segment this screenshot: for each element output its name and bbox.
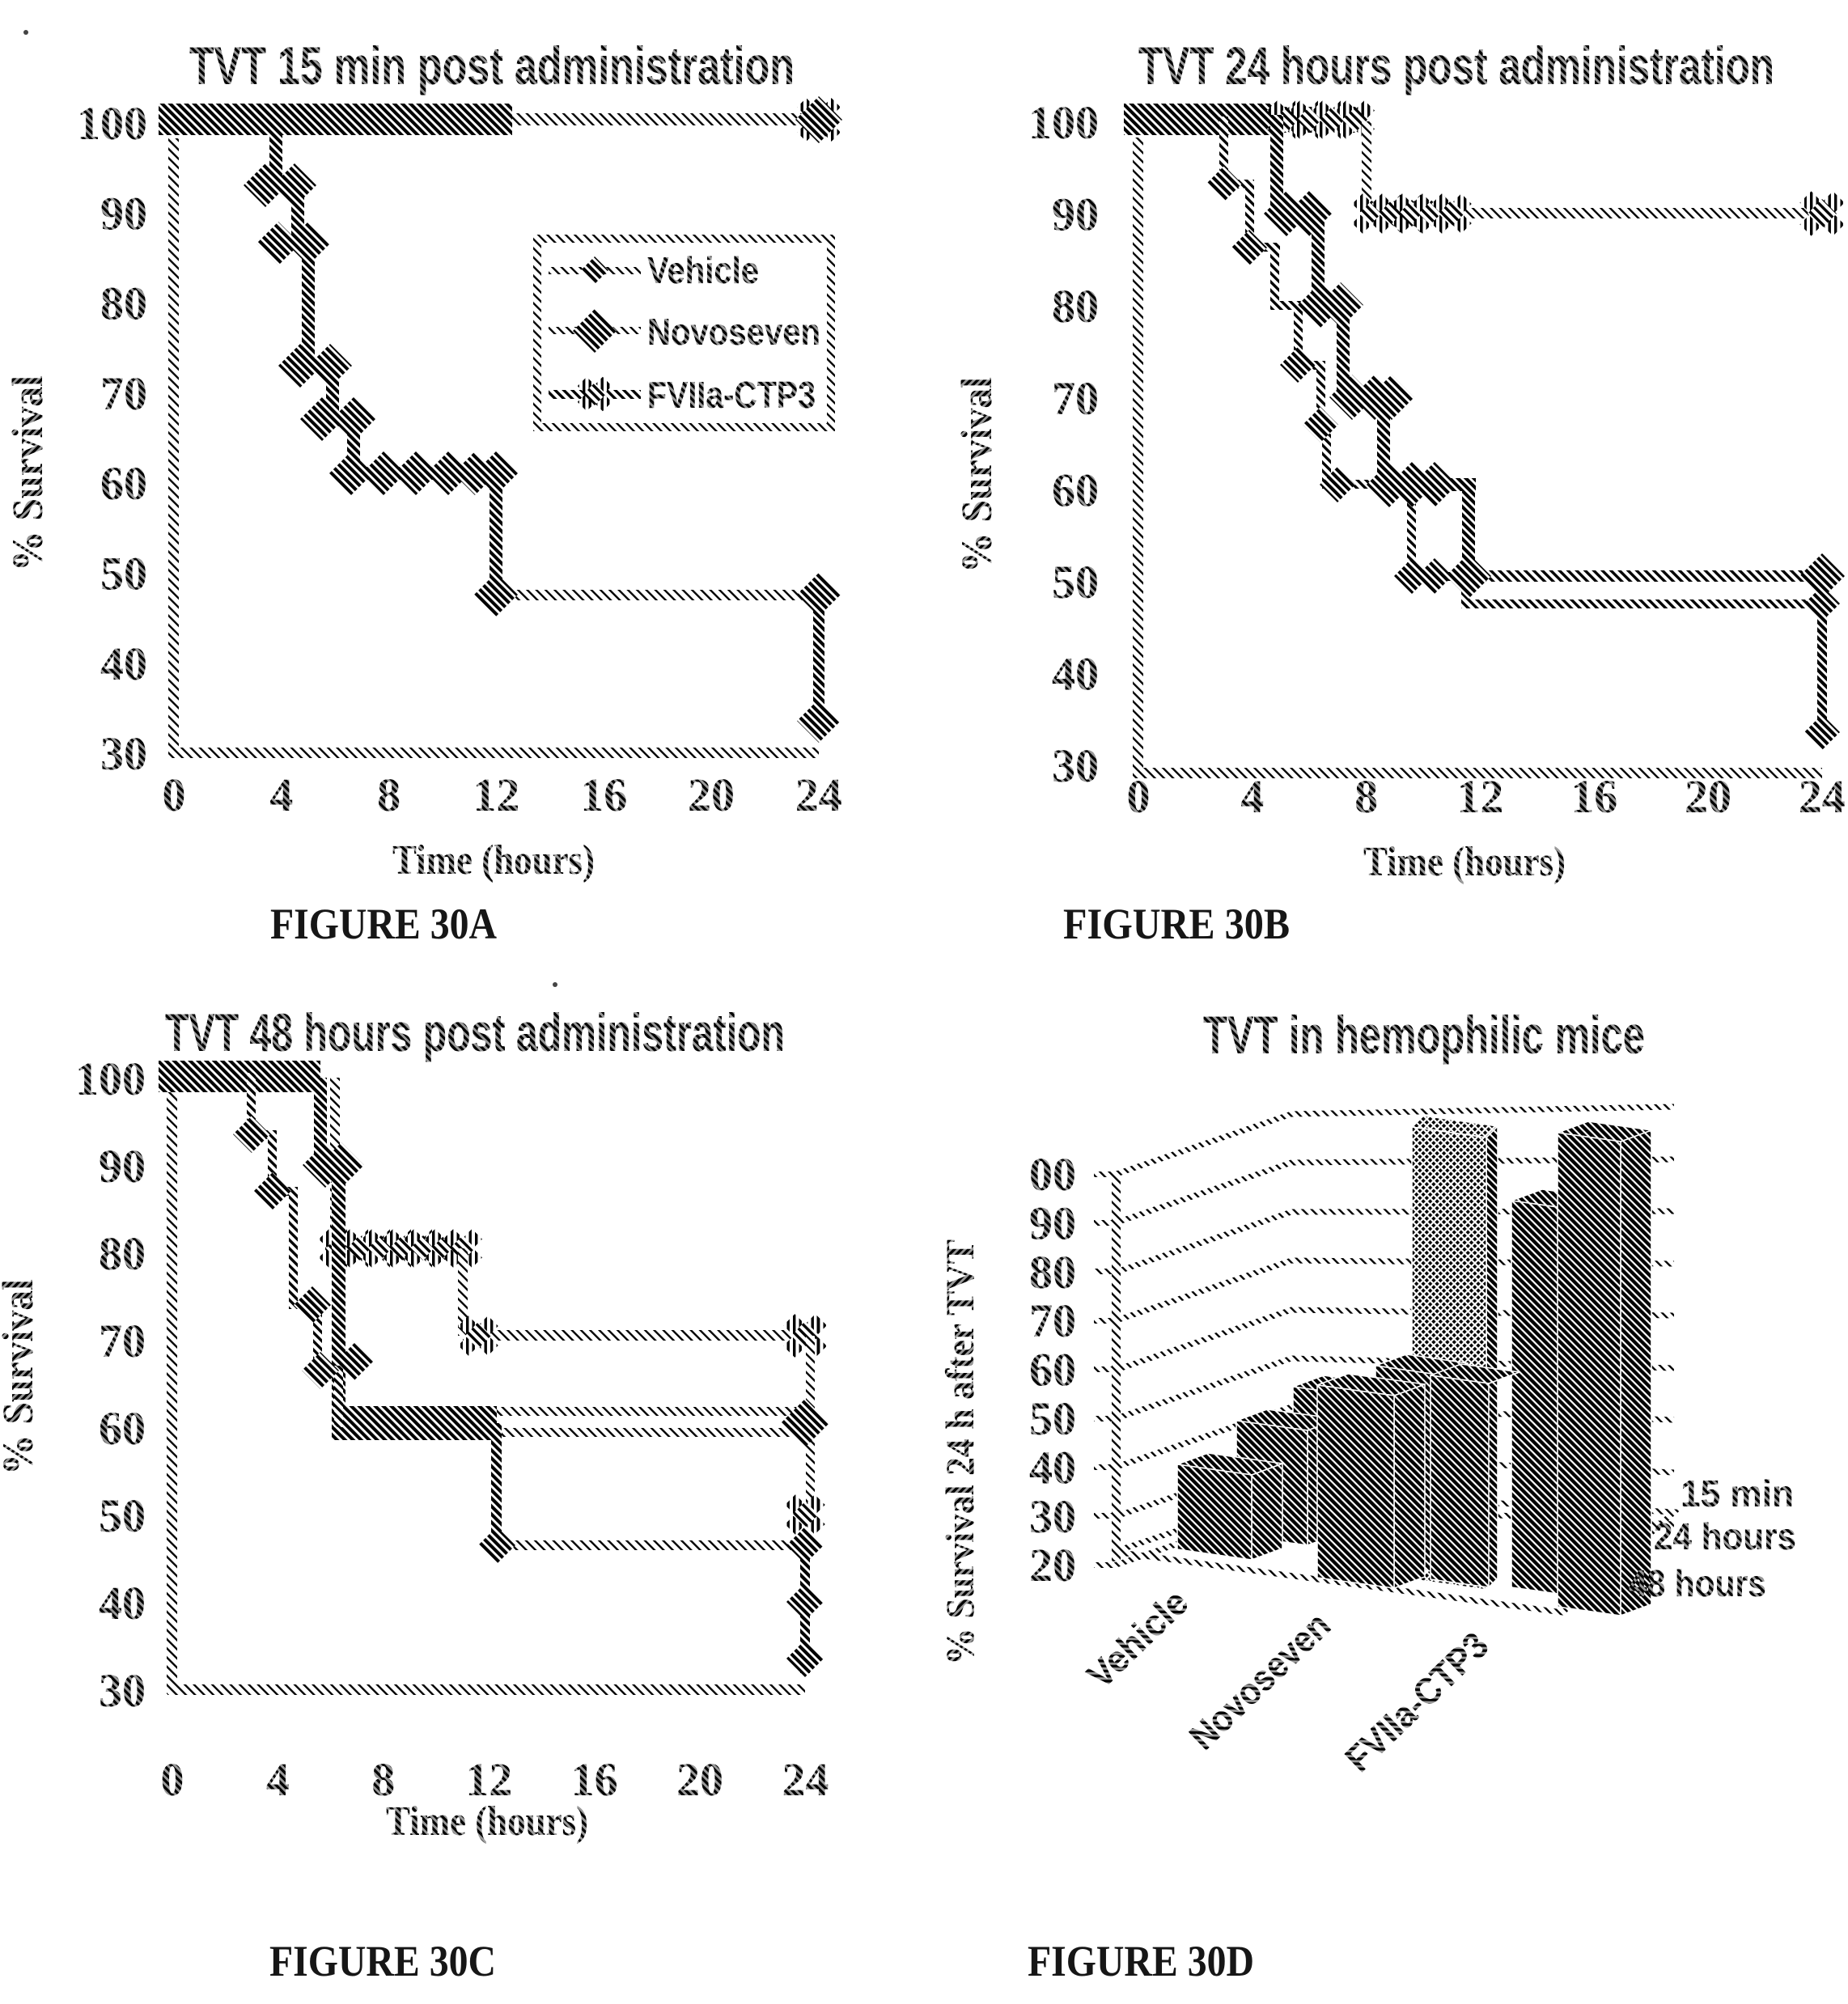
svg-text:60: 60 — [1029, 1344, 1076, 1396]
svg-text:TVT 15 min post administration: TVT 15 min post administration — [189, 36, 795, 95]
svg-text:16: 16 — [580, 769, 627, 821]
svg-text:TVT 24 hours post administrati: TVT 24 hours post administration — [1138, 36, 1774, 95]
svg-text:90: 90 — [100, 187, 147, 239]
svg-text:15 min: 15 min — [1681, 1472, 1794, 1515]
svg-text:90: 90 — [1029, 1197, 1076, 1249]
svg-text:FIGURE 30B: FIGURE 30B — [1063, 900, 1290, 948]
svg-text:24: 24 — [782, 1753, 829, 1806]
svg-text:% Survival: % Survival — [952, 377, 1001, 573]
svg-text:00: 00 — [1029, 1148, 1076, 1201]
svg-text:Time (hours): Time (hours) — [392, 837, 595, 883]
svg-text:8: 8 — [1354, 770, 1378, 823]
svg-text:0: 0 — [161, 1753, 184, 1806]
svg-text:48 hours: 48 hours — [1629, 1562, 1766, 1604]
svg-text:TVT 48 hours post administrati: TVT 48 hours post administration — [165, 1002, 785, 1062]
svg-text:20: 20 — [1029, 1539, 1076, 1591]
svg-text:50: 50 — [99, 1489, 146, 1542]
svg-text:12: 12 — [473, 769, 519, 821]
svg-text:% Survival: % Survival — [3, 375, 52, 571]
svg-text:4: 4 — [1240, 770, 1264, 823]
svg-text:70: 70 — [99, 1315, 146, 1367]
svg-text:Novoseven: Novoseven — [647, 311, 820, 353]
svg-text:4: 4 — [269, 769, 293, 821]
svg-text:20: 20 — [1685, 770, 1731, 823]
svg-text:30: 30 — [1029, 1490, 1076, 1543]
svg-text:24: 24 — [1799, 770, 1846, 823]
svg-text:100: 100 — [77, 97, 147, 150]
svg-text:0: 0 — [1127, 770, 1151, 823]
svg-text:16: 16 — [1570, 770, 1617, 823]
svg-text:30: 30 — [100, 727, 147, 780]
svg-text:0: 0 — [163, 769, 186, 821]
svg-text:80: 80 — [100, 278, 147, 330]
svg-text:FIGURE 30D: FIGURE 30D — [1028, 1937, 1254, 1985]
svg-text:24: 24 — [795, 769, 842, 821]
svg-text:70: 70 — [100, 367, 147, 420]
svg-text:Vehicle: Vehicle — [647, 249, 759, 291]
svg-text:50: 50 — [1029, 1392, 1076, 1445]
svg-text:20: 20 — [676, 1753, 723, 1806]
svg-text:40: 40 — [100, 638, 147, 690]
svg-text:50: 50 — [1052, 556, 1099, 608]
svg-text:12: 12 — [1456, 770, 1503, 823]
svg-text:20: 20 — [688, 769, 735, 821]
svg-text:80: 80 — [1029, 1246, 1076, 1299]
svg-text:40: 40 — [1052, 648, 1099, 701]
svg-text:70: 70 — [1052, 372, 1099, 425]
svg-text:Time (hours): Time (hours) — [386, 1799, 588, 1845]
svg-text:80: 80 — [99, 1227, 146, 1280]
svg-text:60: 60 — [99, 1402, 146, 1455]
svg-text:24 hours: 24 hours — [1654, 1515, 1796, 1557]
svg-text:% Survival: % Survival — [0, 1279, 42, 1475]
svg-text:100: 100 — [75, 1053, 146, 1105]
svg-text:50: 50 — [100, 548, 147, 600]
svg-text:16: 16 — [571, 1753, 618, 1806]
svg-text:% Survival 24 h after TVT: % Survival 24 h after TVT — [937, 1239, 982, 1665]
svg-text:30: 30 — [1052, 739, 1099, 792]
svg-text:90: 90 — [99, 1140, 146, 1193]
svg-text:FIGURE 30C: FIGURE 30C — [269, 1937, 496, 1985]
svg-text:FVIIa-CTP3: FVIIa-CTP3 — [647, 374, 816, 416]
svg-text:40: 40 — [99, 1577, 146, 1629]
svg-text:100: 100 — [1028, 96, 1099, 149]
svg-text:8: 8 — [377, 769, 401, 821]
svg-text:8: 8 — [371, 1753, 395, 1806]
svg-text:90: 90 — [1052, 189, 1099, 241]
svg-text:12: 12 — [465, 1753, 512, 1806]
svg-text:60: 60 — [100, 457, 147, 510]
svg-text:FIGURE 30A: FIGURE 30A — [270, 900, 497, 948]
svg-text:60: 60 — [1052, 464, 1099, 516]
svg-text:40: 40 — [1029, 1441, 1076, 1493]
svg-text:70: 70 — [1029, 1294, 1076, 1347]
svg-text:30: 30 — [99, 1664, 146, 1717]
svg-text:80: 80 — [1052, 280, 1099, 333]
svg-text:Time (hours): Time (hours) — [1363, 839, 1566, 885]
svg-text:4: 4 — [266, 1753, 290, 1806]
svg-text:TVT in hemophilic mice: TVT in hemophilic mice — [1203, 1005, 1645, 1065]
